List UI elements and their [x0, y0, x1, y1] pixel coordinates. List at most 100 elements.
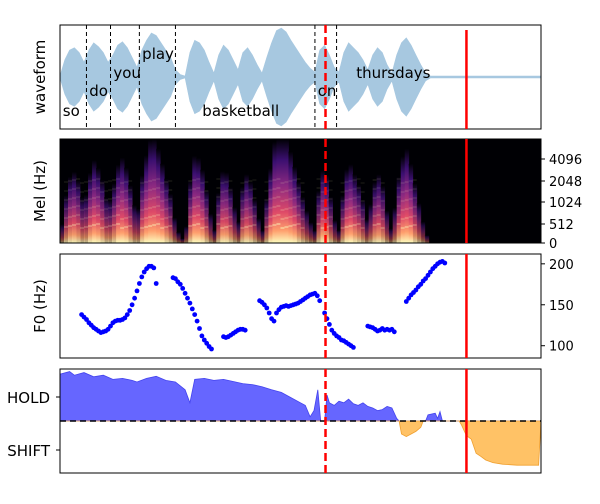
- word-label: thursdays: [356, 64, 430, 82]
- mel-column: [124, 167, 129, 243]
- mel-column: [80, 197, 85, 243]
- f0-point: [327, 322, 332, 327]
- mel-column: [104, 197, 109, 243]
- mel-column: [168, 193, 173, 243]
- mel-tick-label: 1024: [549, 196, 582, 211]
- waveform-frame: [59, 24, 542, 130]
- mel-column: [116, 164, 121, 243]
- mel-column: [220, 171, 225, 243]
- hold-area: [59, 371, 541, 422]
- f0-point: [132, 295, 138, 301]
- mel-column: [96, 168, 101, 243]
- mel-column: [416, 203, 422, 243]
- mel-column: [200, 169, 205, 243]
- f0-point: [137, 281, 142, 286]
- mel-frame: [59, 138, 542, 244]
- f0-tick-label: 200: [549, 258, 574, 273]
- mel-column: [296, 181, 301, 243]
- mel-column: [152, 139, 157, 243]
- mel-column: [268, 168, 273, 243]
- f0-panel: 100 150 200 F0 (Hz): [31, 253, 574, 359]
- mel-column: [312, 230, 317, 243]
- shift-area: [60, 420, 542, 466]
- word-label: play: [142, 45, 174, 63]
- hold-label: HOLD: [7, 389, 50, 407]
- f0-point: [127, 308, 133, 313]
- mel-column: [424, 235, 430, 243]
- f0-point: [317, 298, 323, 304]
- f0-point: [209, 346, 214, 352]
- f0-scatter: [79, 259, 448, 352]
- mel-column: [256, 218, 261, 243]
- waveform-ylabel: waveform: [31, 40, 49, 115]
- mel-column: [64, 195, 69, 243]
- hold-shift-areas: [59, 371, 542, 466]
- mel-column: [396, 176, 402, 243]
- f0-point: [139, 274, 145, 280]
- word-label: you: [113, 64, 141, 82]
- mel-column: [284, 139, 289, 243]
- word-label: basketball: [202, 102, 279, 120]
- shift-label: SHIFT: [7, 442, 51, 460]
- mel-column: [364, 219, 370, 243]
- f0-point: [122, 315, 128, 321]
- mel-column: [316, 190, 321, 243]
- mel-column: [100, 179, 105, 243]
- mel-panel: 0 512 1024 2048 4096 Mel (Hz): [31, 138, 582, 252]
- word-label: so: [63, 102, 80, 120]
- f0-point: [201, 337, 207, 343]
- mel-column: [376, 174, 382, 243]
- mel-column: [140, 175, 145, 243]
- mel-column: [400, 156, 406, 243]
- mel-column: [120, 157, 125, 243]
- mel-column: [236, 221, 241, 243]
- mel-column: [324, 175, 329, 243]
- mel-column: [212, 229, 217, 243]
- f0-point: [177, 281, 183, 287]
- f0-point: [242, 327, 248, 333]
- mel-y-ticks: 0 512 1024 2048 4096: [541, 153, 582, 252]
- f0-point: [391, 329, 397, 335]
- mel-tick-label: 2048: [549, 175, 582, 190]
- mel-column: [308, 222, 313, 243]
- f0-point: [108, 323, 113, 329]
- mel-column: [404, 148, 410, 243]
- mel-column: [144, 155, 149, 243]
- f0-point: [406, 295, 412, 301]
- mel-column: [264, 198, 269, 243]
- f0-tick-label: 150: [549, 299, 574, 314]
- mel-column: [288, 151, 293, 243]
- mel-column: [192, 155, 197, 243]
- mel-column: [204, 189, 209, 243]
- mel-column: [164, 178, 169, 243]
- mel-column: [388, 228, 394, 243]
- mel-column: [292, 166, 297, 243]
- f0-point: [428, 269, 433, 275]
- mel-column: [368, 204, 374, 243]
- f0-point: [141, 269, 147, 275]
- f0-point: [187, 300, 193, 306]
- f0-point: [129, 302, 135, 308]
- f0-point: [266, 310, 272, 316]
- f0-point: [403, 299, 409, 304]
- mel-column: [340, 195, 345, 243]
- mel-column: [112, 183, 117, 243]
- mel-column: [172, 217, 177, 243]
- mel-column: [260, 230, 265, 243]
- word-boundaries: [85, 25, 338, 129]
- mel-column: [216, 192, 221, 243]
- f0-point: [153, 281, 159, 286]
- mel-column: [228, 187, 233, 243]
- f0-point: [418, 281, 424, 287]
- mel-column: [328, 196, 333, 243]
- f0-point: [185, 295, 190, 301]
- mel-column: [232, 207, 237, 243]
- f0-point: [442, 260, 448, 266]
- mel-column: [380, 185, 386, 243]
- mel-tick-label: 512: [549, 218, 574, 233]
- mel-column: [72, 171, 77, 243]
- mel-column: [108, 199, 113, 243]
- time-markers: [324, 25, 468, 473]
